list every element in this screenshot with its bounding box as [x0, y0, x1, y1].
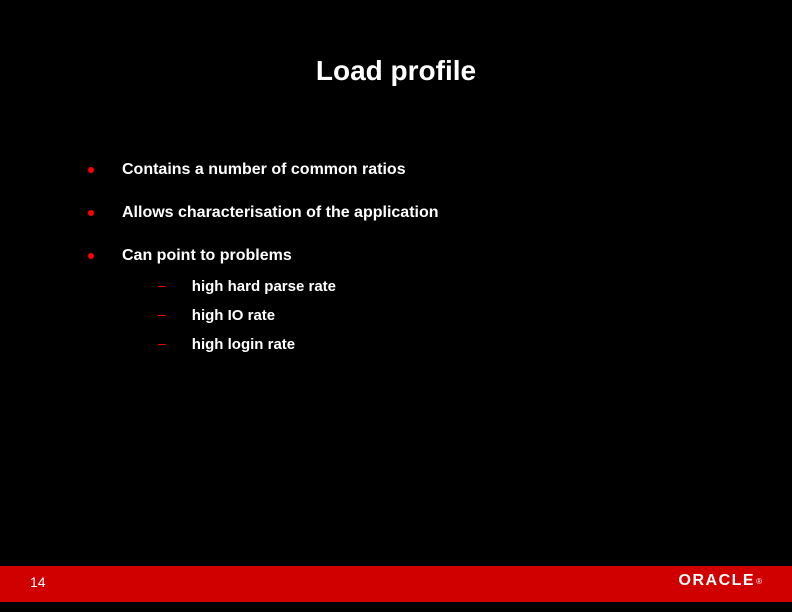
- bullet-icon: [88, 253, 94, 259]
- dash-icon: –: [158, 334, 166, 354]
- sub-bullet-item: – high hard parse rate: [158, 276, 732, 297]
- bullet-item: Contains a number of common ratios: [88, 160, 732, 181]
- bullet-text: Contains a number of common ratios: [122, 160, 406, 181]
- sub-bullet-item: – high login rate: [158, 334, 732, 355]
- bullet-item: Can point to problems: [88, 246, 732, 267]
- bullet-item: Allows characterisation of the applicati…: [88, 203, 732, 224]
- slide-title: Load profile: [0, 55, 792, 87]
- oracle-logo: ORACLE®: [679, 572, 762, 590]
- sub-bullet-list: – high hard parse rate – high IO rate – …: [158, 276, 732, 355]
- bullet-icon: [88, 167, 94, 173]
- sub-bullet-item: – high IO rate: [158, 305, 732, 326]
- page-number: 14: [30, 574, 46, 590]
- slide-content: Contains a number of common ratios Allow…: [88, 160, 732, 363]
- logo-text: ORACLE: [679, 572, 756, 590]
- bullet-text: Allows characterisation of the applicati…: [122, 203, 439, 224]
- sub-bullet-text: high hard parse rate: [192, 276, 336, 297]
- sub-bullet-text: high login rate: [192, 334, 295, 355]
- registered-icon: ®: [756, 577, 762, 586]
- bullet-icon: [88, 210, 94, 216]
- footer-bar: 14 ORACLE®: [0, 566, 792, 602]
- dash-icon: –: [158, 305, 166, 325]
- dash-icon: –: [158, 276, 166, 296]
- bullet-text: Can point to problems: [122, 246, 292, 267]
- sub-bullet-text: high IO rate: [192, 305, 275, 326]
- slide: Load profile Contains a number of common…: [0, 0, 792, 612]
